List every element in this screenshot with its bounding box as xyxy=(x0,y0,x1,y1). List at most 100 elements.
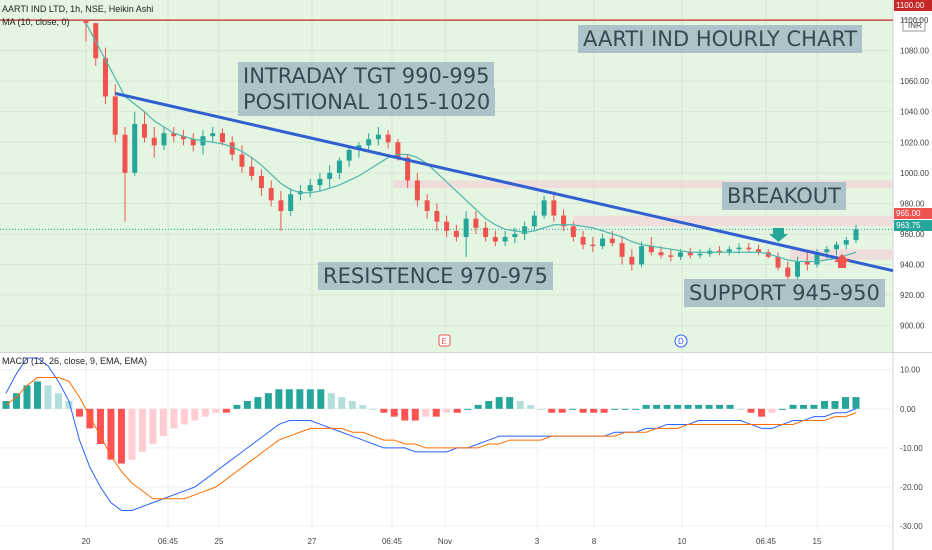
macd-histogram-bar xyxy=(716,404,724,409)
support-annotation: SUPPORT 945-950 xyxy=(684,279,885,308)
candle-body xyxy=(336,160,342,173)
candle-body xyxy=(609,238,615,244)
macd-histogram-bar xyxy=(821,401,829,409)
macd-histogram-bar xyxy=(653,404,661,409)
candle-body xyxy=(668,255,674,257)
macd-histogram-bar xyxy=(201,408,209,417)
macd-histogram-bar xyxy=(306,389,314,409)
macd-histogram-bar xyxy=(96,408,104,444)
price-axis-background xyxy=(893,0,932,352)
candle-body xyxy=(414,180,420,201)
ma-price-tag: 965.00 xyxy=(894,208,932,219)
candle-body xyxy=(658,252,664,256)
macd-histogram-bar xyxy=(327,393,335,409)
candle-body xyxy=(219,133,225,143)
candle-body xyxy=(756,249,762,253)
macd-histogram-bar xyxy=(474,404,482,409)
candle-body xyxy=(141,123,147,138)
time-tick-label: 8 xyxy=(592,537,597,546)
candle-body xyxy=(736,247,742,250)
candle-body xyxy=(249,166,255,176)
price-tick-label: 1000.00 xyxy=(900,169,929,178)
candle-body xyxy=(629,256,635,265)
time-tick-label: 3 xyxy=(535,537,540,546)
downtrend-line xyxy=(114,91,894,273)
earnings-marker-label: E xyxy=(442,337,447,346)
candle-body xyxy=(151,137,157,146)
candle-body xyxy=(278,200,284,212)
macd-histogram-bar xyxy=(212,408,220,413)
macd-histogram-bar xyxy=(191,408,199,421)
macd-histogram-bar xyxy=(852,397,860,409)
macd-histogram-bar xyxy=(485,401,493,409)
dividend-marker xyxy=(674,334,688,348)
macd-histogram-bar xyxy=(422,408,430,417)
candle-body xyxy=(600,238,606,247)
candle-body xyxy=(405,157,411,181)
macd-histogram-bar xyxy=(558,408,566,413)
macd-tick-label: 10.00 xyxy=(900,366,921,375)
macd-histogram-bar xyxy=(747,408,755,413)
macd-histogram-bar xyxy=(674,404,682,409)
macd-histogram-bar xyxy=(789,404,797,409)
macd-chart[interactable]: 10.00 0.00 -10.00 -20.00 -30.00 20 06:45 25 27 06… xyxy=(0,352,932,550)
intraday-target-annotation: INTRADAY TGT 990-995 xyxy=(238,62,495,89)
macd-histogram-bar xyxy=(149,408,157,444)
candle-body xyxy=(424,200,430,212)
macd-histogram-bar xyxy=(159,408,167,437)
macd-histogram-bar xyxy=(65,401,73,409)
price-tick-label: 940.00 xyxy=(900,260,925,269)
candle-body xyxy=(444,221,450,231)
macd-histogram-bar xyxy=(317,389,325,409)
macd-histogram-bar xyxy=(180,408,188,425)
macd-histogram-bar xyxy=(695,404,703,409)
candle-body xyxy=(726,249,732,253)
macd-histogram-bar xyxy=(401,408,409,421)
candle-body xyxy=(590,244,596,247)
candle-body xyxy=(814,252,820,265)
macd-histogram-bar xyxy=(117,408,125,464)
macd-histogram-bar xyxy=(338,397,346,409)
candle-body xyxy=(551,200,557,216)
macd-histogram-bar xyxy=(758,408,766,417)
breakout-arrow-icon xyxy=(769,228,788,242)
macd-histogram-bar xyxy=(600,408,608,413)
macd-histogram-bar xyxy=(537,408,545,410)
macd-histogram-bar xyxy=(495,397,503,409)
support-arrow-icon xyxy=(834,254,850,268)
macd-histogram-bar xyxy=(222,408,230,413)
candle-body xyxy=(853,229,859,241)
macd-histogram-bar xyxy=(579,408,587,413)
candle-body xyxy=(317,178,323,186)
macd-histogram-bar xyxy=(390,408,398,417)
earnings-marker xyxy=(438,334,451,347)
candle-body xyxy=(346,149,352,161)
candle-body xyxy=(229,142,235,155)
last-price-tag: 963.75 xyxy=(894,220,932,231)
macd-histogram-bar xyxy=(33,381,41,409)
positional-target-annotation: POSITIONAL 1015-1020 xyxy=(238,88,496,117)
macd-histogram-bar xyxy=(275,389,283,409)
macd-histogram-bar xyxy=(170,408,178,429)
macd-histogram-bar xyxy=(453,408,461,413)
macd-histogram-bar xyxy=(779,408,787,410)
candle-body xyxy=(561,215,567,227)
price-tick-label: 900.00 xyxy=(900,322,925,331)
macd-histogram-bar xyxy=(54,393,62,409)
price-tick-label: 1080.00 xyxy=(900,47,929,56)
candle-body xyxy=(522,226,528,234)
macd-tick-label: 0.00 xyxy=(900,405,916,414)
macd-histogram-bar xyxy=(632,408,640,410)
macd-histogram-bar xyxy=(285,389,293,409)
resistance-annotation: RESISTENCE 970-975 xyxy=(318,262,553,291)
candle-body xyxy=(843,240,849,245)
candle-body xyxy=(483,227,489,237)
candle-body xyxy=(180,136,186,140)
candle-body xyxy=(697,253,703,256)
macd-histogram-bar xyxy=(768,408,776,413)
zone-target xyxy=(393,180,893,189)
candle-body xyxy=(580,236,586,245)
candle-body xyxy=(171,133,177,137)
price-chart[interactable]: 900.00 920.00 940.00 960.00 980.00 1000.00 102… xyxy=(0,0,932,352)
high-line-price-tag: 1100.00 xyxy=(894,0,932,11)
